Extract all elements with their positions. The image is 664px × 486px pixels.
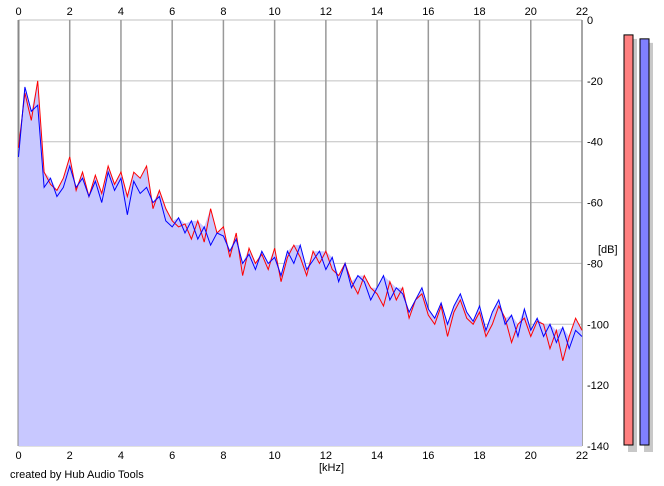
x-tick-label-bottom: 4	[118, 450, 124, 462]
y-tick-label: -100	[587, 319, 609, 331]
x-tick-label-top: 18	[473, 6, 485, 18]
y-tick-label: 0	[587, 15, 593, 27]
x-tick-label-bottom: 20	[525, 450, 537, 462]
x-tick-label-bottom: 12	[320, 450, 332, 462]
y-tick-label: -140	[587, 441, 609, 453]
x-tick-label-top: 12	[320, 6, 332, 18]
level-meter-left	[623, 34, 634, 446]
y-tick-label: -20	[587, 76, 603, 88]
y-tick-label: -80	[587, 258, 603, 270]
x-tick-label-bottom: 8	[220, 450, 226, 462]
x-tick-label-top: 16	[422, 6, 434, 18]
x-tick-label-top: 6	[169, 6, 175, 18]
level-meter-right	[639, 38, 650, 446]
x-tick-label-top: 20	[525, 6, 537, 18]
series-line-left	[18, 80, 583, 361]
x-tick-label-bottom: 16	[422, 450, 434, 462]
x-tick-label-top: 22	[576, 6, 588, 18]
x-tick-label-bottom: 14	[371, 450, 383, 462]
x-tick-label-top: 14	[371, 6, 383, 18]
y-tick-label: -120	[587, 380, 609, 392]
x-tick-label-top: 10	[269, 6, 281, 18]
y-axis-label: [dB]	[598, 244, 618, 256]
y-tick-label: -60	[587, 198, 603, 210]
spectrum-fill	[18, 80, 582, 446]
x-tick-label-bottom: 18	[473, 450, 485, 462]
x-tick-label-top: 8	[220, 6, 226, 18]
credit-text: created by Hub Audio Tools	[10, 469, 144, 481]
x-tick-label-bottom: 2	[67, 450, 73, 462]
x-tick-label-bottom: 0	[15, 450, 21, 462]
series-line-right	[18, 86, 583, 351]
y-tick-label: -40	[587, 137, 603, 149]
x-tick-label-bottom: 22	[576, 450, 588, 462]
x-tick-label-top: 4	[118, 6, 124, 18]
x-tick-label-bottom: 6	[169, 450, 175, 462]
x-axis-label: [kHz]	[319, 462, 344, 474]
x-tick-label-bottom: 10	[269, 450, 281, 462]
x-tick-label-top: 2	[67, 6, 73, 18]
x-tick-label-top: 0	[15, 6, 21, 18]
